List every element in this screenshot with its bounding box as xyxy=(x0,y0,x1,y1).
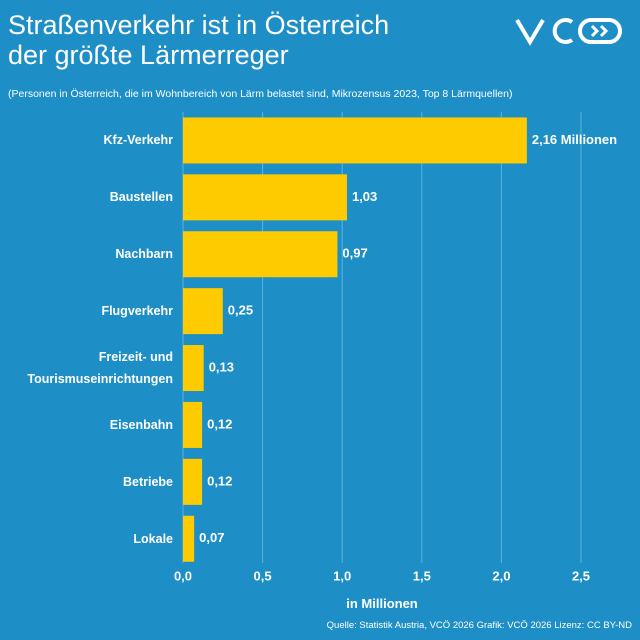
chart-subtitle: (Personen in Österreich, die im Wohnbere… xyxy=(8,88,513,100)
value-label: 2,16 Millionen xyxy=(532,132,617,147)
y-tick-label: Lokale xyxy=(133,531,173,546)
value-label: 0,13 xyxy=(209,359,234,374)
y-tick-label: Baustellen xyxy=(109,190,173,205)
x-tick-label: 0,0 xyxy=(174,568,192,583)
value-label: 0,97 xyxy=(342,246,367,261)
y-tick-label: Freizeit- und Tourismuseinrichtungen xyxy=(27,350,173,387)
value-label: 0,12 xyxy=(207,416,232,431)
bar xyxy=(183,345,204,392)
bar xyxy=(183,515,195,562)
bar xyxy=(183,458,203,505)
x-tick-label: 2,0 xyxy=(492,568,510,583)
value-label: 0,12 xyxy=(207,473,232,488)
y-tick-label: Flugverkehr xyxy=(101,304,173,319)
chart-title: Straßenverkehr ist in Österreich der grö… xyxy=(8,10,390,70)
value-label: 0,25 xyxy=(228,303,253,318)
bar xyxy=(183,117,527,164)
y-tick-label: Eisenbahn xyxy=(109,417,173,432)
x-tick-label: 0,5 xyxy=(254,568,272,583)
source: Quelle: Statistik Austria, VCÖ 2026 Graf… xyxy=(326,620,632,631)
bar xyxy=(183,288,223,335)
x-axis-label: in Millionen xyxy=(346,596,418,611)
x-tick-label: 2,5 xyxy=(572,568,590,583)
value-label: 1,03 xyxy=(352,189,377,204)
x-tick-label: 1,0 xyxy=(333,568,351,583)
bar xyxy=(183,231,338,278)
y-tick-label: Nachbarn xyxy=(115,247,173,262)
x-tick-label: 1,5 xyxy=(413,568,431,583)
y-tick-label: Kfz-Verkehr xyxy=(103,133,173,148)
bar xyxy=(183,174,347,221)
bar xyxy=(183,401,203,448)
y-tick-label: Betriebe xyxy=(122,474,173,489)
value-label: 0,07 xyxy=(199,530,224,545)
logo xyxy=(515,18,622,46)
